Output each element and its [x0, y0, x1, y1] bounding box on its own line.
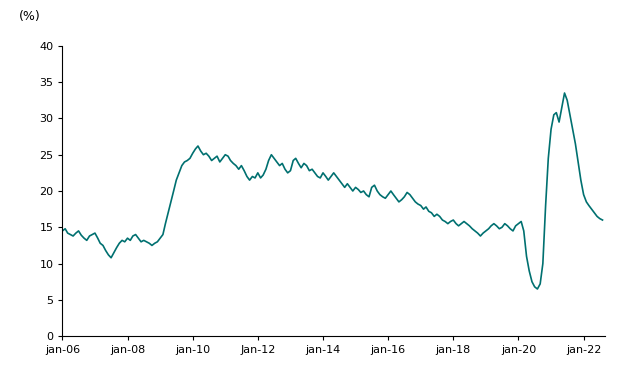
Text: (%): (%) — [19, 10, 41, 23]
